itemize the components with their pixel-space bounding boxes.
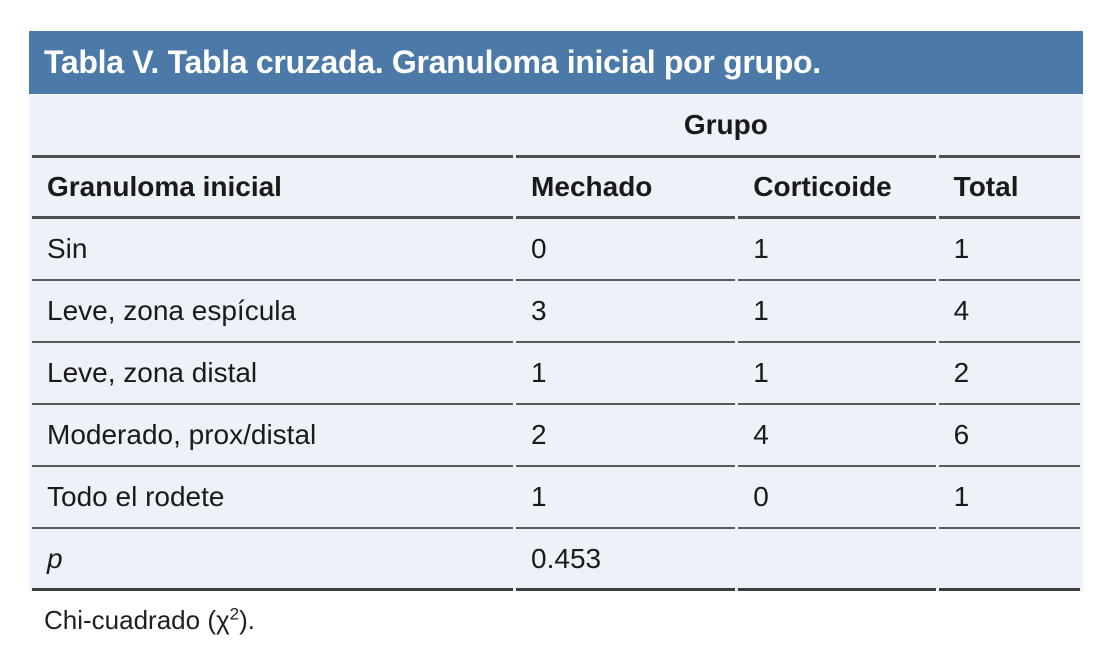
cell-value <box>738 529 936 591</box>
cell-value: 1 <box>738 281 936 343</box>
footnote-text: Chi-cuadrado (χ <box>44 605 230 635</box>
column-header-corticoide: Corticoide <box>738 158 936 219</box>
table-row: Leve, zona espícula 3 1 4 <box>32 281 1080 343</box>
footnote: Chi-cuadrado (χ2). <box>29 591 1083 636</box>
row-label: Todo el rodete <box>32 467 514 529</box>
footnote-superscript: 2 <box>229 604 240 624</box>
cell-value <box>938 529 1080 591</box>
table-title: Tabla V. Tabla cruzada. Granuloma inicia… <box>44 44 821 80</box>
cell-value: 4 <box>738 405 936 467</box>
cell-value: 4 <box>938 281 1080 343</box>
table-title-bar: Tabla V. Tabla cruzada. Granuloma inicia… <box>29 31 1083 94</box>
cell-value: 1 <box>516 467 736 529</box>
cell-value: 0 <box>738 467 936 529</box>
group-header-cell: Grupo <box>516 94 936 158</box>
row-label: Leve, zona espícula <box>32 281 514 343</box>
p-value-row: p 0.453 <box>32 529 1080 591</box>
p-value: 0.453 <box>516 529 736 591</box>
table-row: Sin 0 1 1 <box>32 219 1080 281</box>
row-label: Sin <box>32 219 514 281</box>
column-header-total: Total <box>938 158 1080 219</box>
group-header-spacer-right <box>938 94 1080 158</box>
cell-value: 1 <box>938 219 1080 281</box>
cell-value: 1 <box>738 219 936 281</box>
column-header-mechado: Mechado <box>516 158 736 219</box>
cell-value: 6 <box>938 405 1080 467</box>
cell-value: 1 <box>738 343 936 405</box>
footnote-suffix: ). <box>239 605 255 635</box>
group-header-row: Grupo <box>32 94 1080 158</box>
cell-value: 1 <box>516 343 736 405</box>
crosstab-table: Grupo Granuloma inicial Mechado Corticoi… <box>29 94 1083 591</box>
cell-value: 1 <box>938 467 1080 529</box>
column-header-row: Granuloma inicial Mechado Corticoide Tot… <box>32 158 1080 219</box>
cell-value: 2 <box>938 343 1080 405</box>
table-row: Todo el rodete 1 0 1 <box>32 467 1080 529</box>
group-header-spacer-left <box>32 94 514 158</box>
p-row-label: p <box>32 529 514 591</box>
table-row: Leve, zona distal 1 1 2 <box>32 343 1080 405</box>
table-figure: Tabla V. Tabla cruzada. Granuloma inicia… <box>29 31 1083 636</box>
cell-value: 0 <box>516 219 736 281</box>
row-label: Moderado, prox/distal <box>32 405 514 467</box>
column-header-granuloma: Granuloma inicial <box>32 158 514 219</box>
table-row: Moderado, prox/distal 2 4 6 <box>32 405 1080 467</box>
cell-value: 3 <box>516 281 736 343</box>
cell-value: 2 <box>516 405 736 467</box>
row-label: Leve, zona distal <box>32 343 514 405</box>
